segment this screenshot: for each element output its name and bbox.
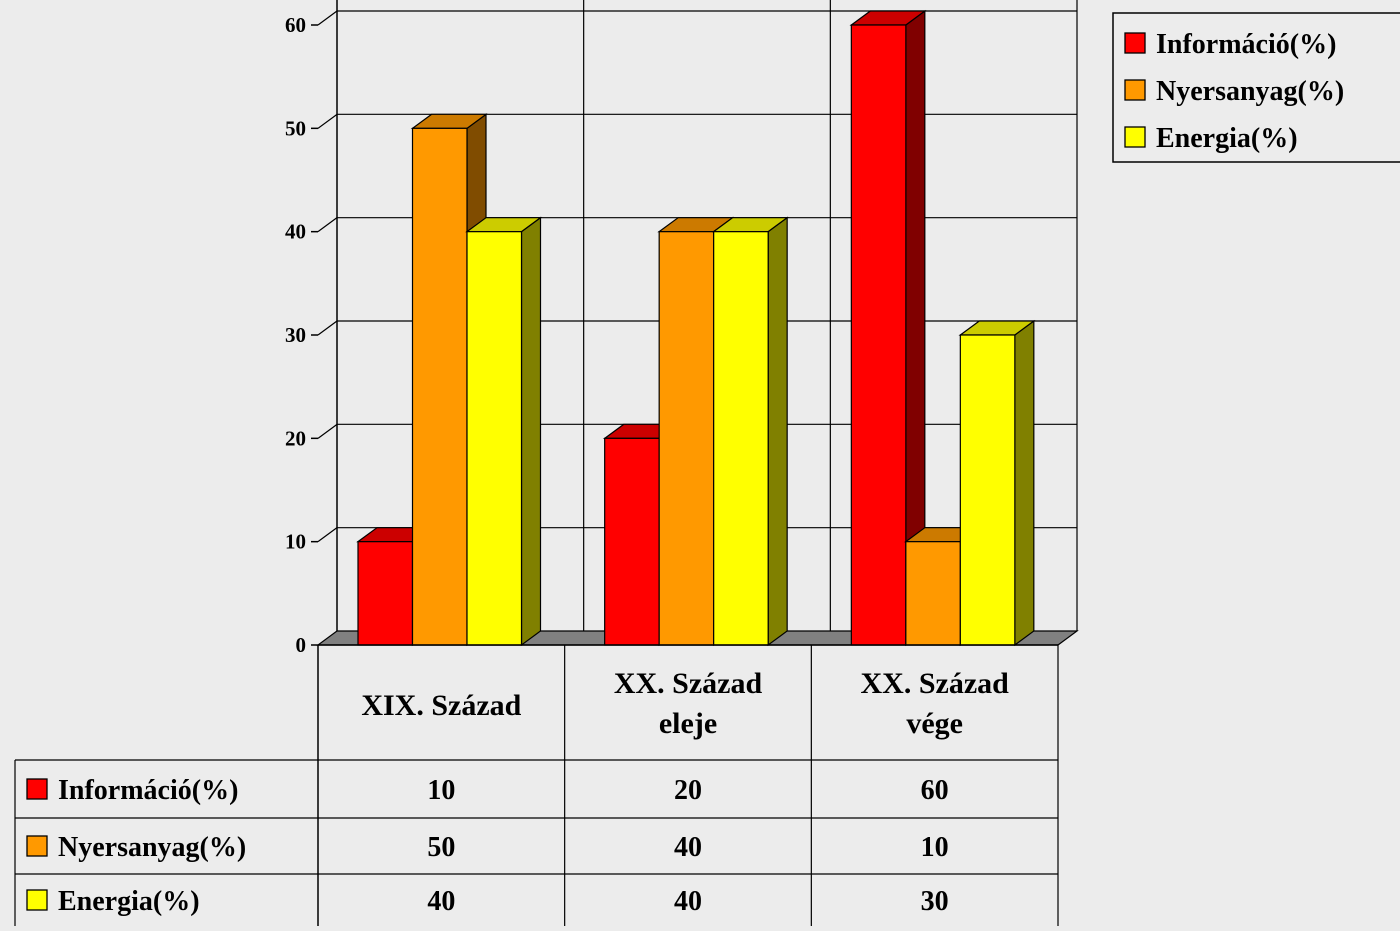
legend-label-1: Információ(%) [1156,29,1336,60]
y-tick-label-2: 20 [285,426,306,450]
table-value-2-2: 40 [674,832,702,863]
category-label-3-line-1: XX. Század [860,667,1009,700]
bar-3-1 [850,24,907,646]
bar-3-2 [905,541,961,646]
y-tick-label-3: 30 [285,323,306,347]
bar-2-2 [658,231,715,646]
table-series-label-3: Energia(%) [58,886,200,917]
category-label-2-line-1: XX. Század [614,667,763,700]
category-label-1: XIX. Század [361,689,521,722]
table-value-3-2: 40 [674,886,702,917]
bar-2-1 [604,437,660,646]
table-value-3-3: 30 [921,886,949,917]
grid-diag-3 [317,320,338,336]
table-series-label-1: Információ(%) [58,775,238,806]
table-legend-key-3 [26,889,48,911]
bar-1-3-side [520,216,542,647]
legend-key-2 [1124,79,1146,101]
y-tick-label-1: 10 [285,530,306,554]
grid-diag-2 [317,423,338,439]
y-tick-label-5: 50 [285,116,306,140]
grid-diag-4 [317,217,338,233]
y-tick-label-0: 0 [296,633,307,657]
table-value-2-1: 50 [427,832,455,863]
grid-diag-6 [317,10,338,26]
legend-label-3: Energia(%) [1156,123,1298,154]
bar-1-1 [357,541,414,646]
grid-diag-1 [317,527,338,543]
table-legend-key-1 [26,778,48,800]
legend-box [1112,12,1400,163]
table-value-1-2: 20 [674,775,702,806]
bar-1-2 [411,127,468,646]
table-value-3-1: 40 [427,886,455,917]
bar-1-3 [466,231,523,646]
y-tick-label-6: 60 [285,13,306,37]
bar-3-3-side [1014,319,1035,647]
grid-diag-5 [317,113,338,129]
legend-key-1 [1124,32,1146,54]
y-tick-label-4: 40 [285,220,306,244]
table-series-label-2: Nyersanyag(%) [58,832,246,863]
bar-2-3-side [767,216,788,647]
table-legend-key-2 [26,835,48,857]
table-value-1-1: 10 [427,775,455,806]
category-label-3-line-2: vége [906,707,963,740]
bar-3-3 [959,334,1016,646]
table-value-2-3: 10 [921,832,949,863]
legend-key-3 [1124,126,1146,148]
legend-label-2: Nyersanyag(%) [1156,76,1344,107]
category-label-2-line-2: eleje [659,707,717,740]
bar-2-3 [713,231,769,646]
table-value-1-3: 60 [921,775,949,806]
